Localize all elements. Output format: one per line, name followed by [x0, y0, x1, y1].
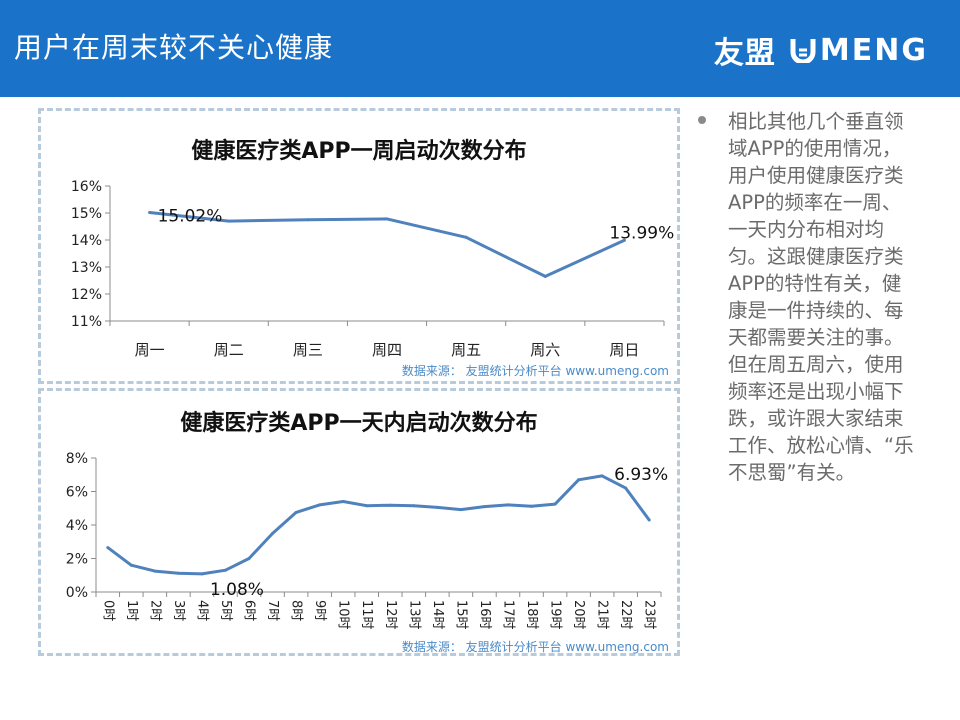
x-tick-label: 11时	[359, 600, 374, 630]
data-point	[624, 486, 628, 490]
y-tick-label: 12%	[71, 287, 102, 303]
x-tick-label: 19时	[548, 600, 563, 630]
header-bar: 用户在周末较不关心健康 友盟 MENG	[0, 0, 960, 97]
x-tick-label: 周三	[293, 341, 323, 359]
y-tick-label: 13%	[71, 260, 102, 276]
x-tick-label: 0时	[100, 600, 115, 621]
x-tick-label: 13时	[406, 600, 421, 630]
logo-en-text: MENG	[819, 32, 928, 68]
data-point	[600, 474, 604, 478]
data-point	[148, 210, 152, 214]
data-point	[530, 504, 534, 508]
y-tick-label: 2%	[66, 552, 88, 568]
x-tick-label: 周六	[530, 341, 560, 359]
y-tick-label: 8%	[66, 451, 88, 467]
data-point	[223, 568, 227, 572]
x-tick-label: 17时	[500, 600, 515, 630]
data-point	[459, 508, 463, 512]
data-point	[482, 505, 486, 509]
data-point	[306, 218, 310, 222]
logo-en: MENG	[790, 33, 928, 68]
bullet-text: 相比其他几个垂直领域APP的使用情况，用户使用健康医疗类APP的频率在一周、一天…	[728, 110, 914, 484]
y-tick-label: 6%	[66, 485, 88, 501]
logo-u-mark-icon	[790, 39, 816, 63]
x-tick-label: 3时	[171, 600, 186, 621]
x-tick-label: 周二	[214, 341, 244, 359]
x-tick-label: 8时	[289, 600, 304, 621]
x-tick-label: 6时	[242, 600, 257, 621]
data-point	[622, 238, 626, 242]
x-tick-label: 23时	[642, 600, 657, 630]
data-point	[577, 478, 581, 482]
x-tick-label: 12时	[383, 600, 398, 630]
x-tick-label: 7时	[265, 600, 280, 621]
y-tick-label: 16%	[71, 179, 102, 195]
data-point	[294, 510, 298, 514]
x-tick-label: 1时	[124, 600, 139, 621]
x-tick-label: 20时	[571, 600, 586, 630]
x-tick-label: 9时	[312, 600, 327, 621]
data-point	[412, 504, 416, 508]
y-tick-label: 0%	[66, 585, 88, 601]
data-point	[388, 503, 392, 507]
x-tick-label: 22时	[618, 600, 633, 630]
data-label: 15.02%	[158, 206, 223, 226]
x-tick-label: 21时	[595, 600, 610, 630]
y-tick-label: 11%	[71, 314, 102, 330]
data-point	[176, 571, 180, 575]
data-label: 13.99%	[609, 223, 674, 243]
weekly-data-source: 数据来源： 友盟统计分析平台 www.umeng.com	[401, 364, 669, 378]
x-tick-label: 18时	[524, 600, 539, 630]
y-tick-label: 4%	[66, 518, 88, 534]
x-tick-label: 4时	[194, 600, 209, 621]
data-point	[318, 503, 322, 507]
page-title: 用户在周末较不关心健康	[14, 31, 334, 64]
data-point	[435, 505, 439, 509]
x-tick-label: 周五	[451, 341, 481, 359]
x-tick-label: 14时	[430, 600, 445, 630]
daily-chart-panel: 健康医疗类APP一天内启动次数分布 0% 2% 4% 6% 8% 0时 1时 2时 3时 4时 5时…	[38, 388, 680, 656]
daily-data-source: 数据来源： 友盟统计分析平台 www.umeng.com	[401, 640, 669, 654]
y-tick-label: 14%	[71, 233, 102, 249]
daily-line-chart: 0% 2% 4% 6% 8% 0时 1时 2时 3时 4时 5时 6时 7时 8时 9时 10时 11时 12时 1…	[66, 451, 668, 630]
data-point	[106, 546, 110, 550]
data-point	[385, 217, 389, 221]
weekly-line-chart: 11% 12% 13% 14% 15% 16% 周一 周二 周三 周四 周五 周六 周日 15.02% 13…	[71, 179, 674, 359]
x-tick-label: 周四	[372, 341, 402, 359]
series-line	[106, 474, 651, 576]
logo-cn-text: 友盟	[713, 36, 776, 71]
umeng-logo: 友盟 MENG	[714, 28, 928, 72]
x-tick-label: 16时	[477, 600, 492, 630]
x-tick-label: 2时	[147, 600, 162, 621]
data-point	[506, 503, 510, 507]
data-point	[271, 531, 275, 535]
data-point	[464, 235, 468, 239]
weekly-chart-panel: 健康医疗类APP一周启动次数分布 11% 12% 13% 14% 15% 16% 周一 周二 周…	[38, 108, 680, 384]
data-point	[200, 572, 204, 576]
data-point	[153, 569, 157, 573]
data-point	[227, 219, 231, 223]
x-tick-label: 10时	[336, 600, 351, 630]
data-point	[247, 557, 251, 560]
bullet-dot-icon	[698, 116, 706, 124]
data-point	[647, 518, 651, 522]
data-point	[365, 504, 369, 508]
data-point	[341, 500, 345, 504]
x-tick-label: 15时	[453, 600, 468, 630]
data-point	[553, 502, 557, 506]
x-tick-label: 5时	[218, 600, 233, 621]
y-tick-label: 15%	[71, 206, 102, 222]
x-tick-label: 周一	[135, 341, 165, 359]
data-point	[543, 274, 547, 278]
weekly-chart-title: 健康医疗类APP一周启动次数分布	[191, 139, 527, 164]
data-point	[129, 563, 133, 567]
data-label: 6.93%	[614, 465, 668, 485]
daily-chart-title: 健康医疗类APP一天内启动次数分布	[180, 411, 538, 436]
data-label: 1.08%	[210, 580, 264, 600]
x-tick-label: 周日	[609, 341, 639, 359]
